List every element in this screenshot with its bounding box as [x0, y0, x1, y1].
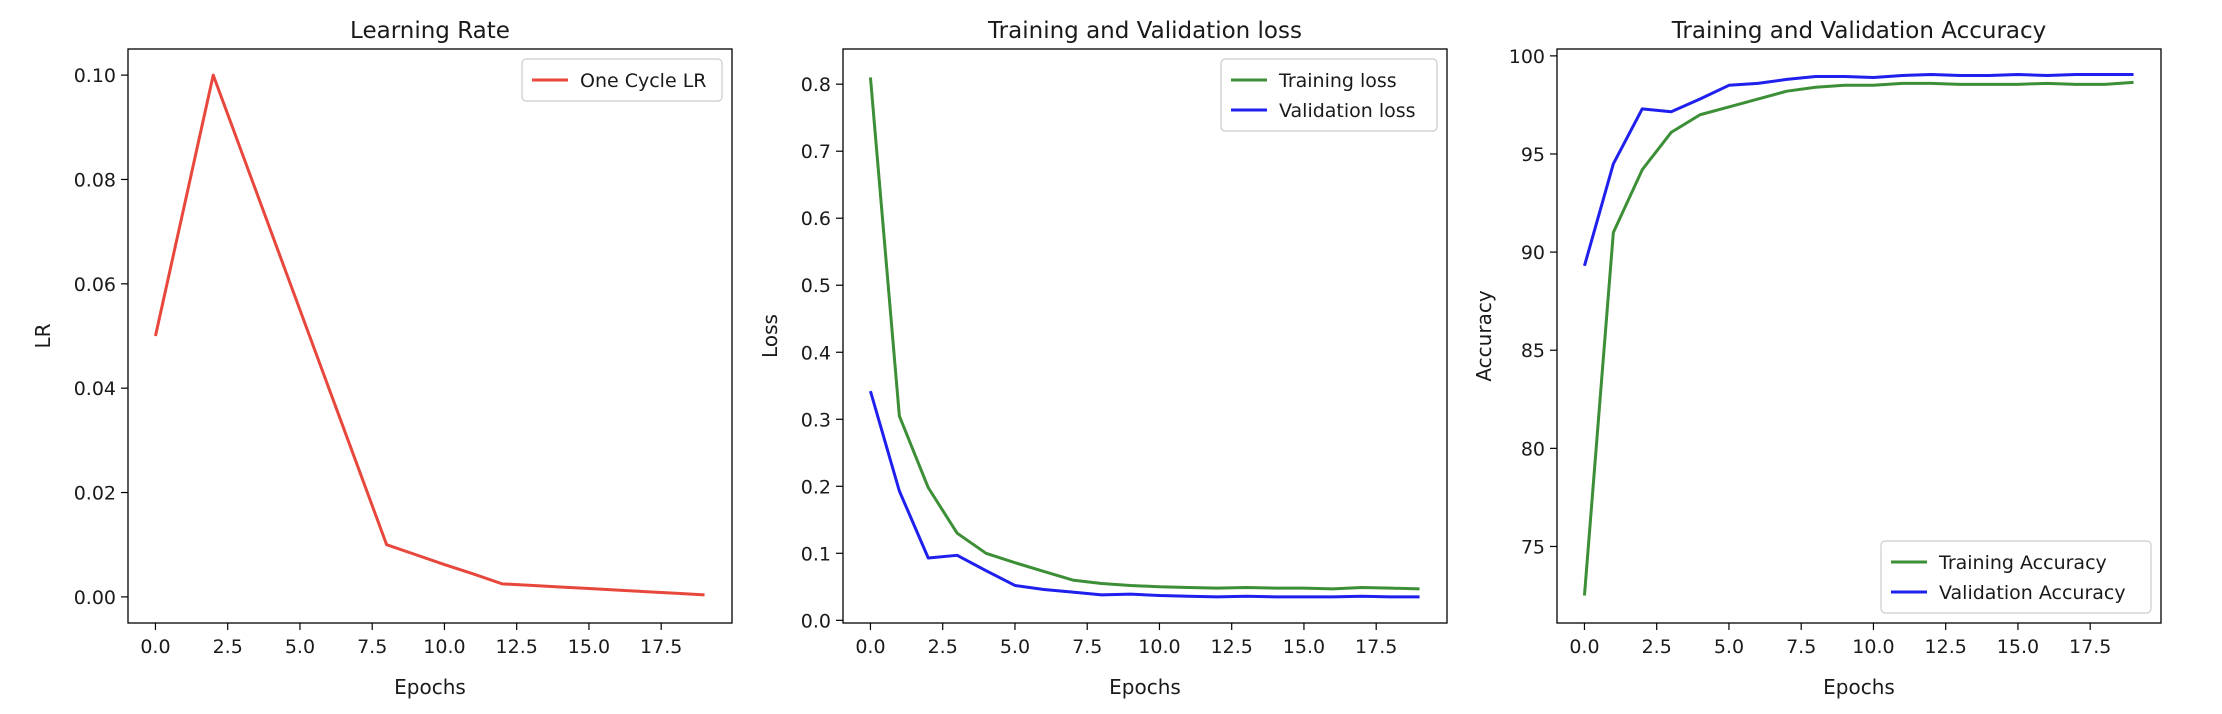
x-tick-label: 7.5: [357, 636, 387, 658]
x-tick-label: 2.5: [1642, 636, 1672, 658]
series-line-1: [868, 77, 1420, 591]
legend: Training loss Validation loss: [1220, 58, 1438, 132]
x-tick-label: 5.0: [1000, 636, 1030, 658]
legend: One Cycle LR: [521, 58, 723, 102]
y-tick-label: 100: [1509, 46, 1545, 68]
x-axis-label: Epochs: [1109, 675, 1181, 699]
legend-label: Training Accuracy: [1938, 552, 2107, 574]
y-tick-label: 85: [1521, 340, 1545, 362]
legend-label: Validation loss: [1279, 100, 1416, 122]
x-tick-label: 17.5: [2069, 636, 2111, 658]
series-line-1: [153, 73, 705, 597]
x-axis-label: Epochs: [394, 675, 466, 699]
y-tick-label: 95: [1521, 144, 1545, 166]
x-tick-label: 10.0: [423, 636, 465, 658]
y-tick-label: 0.00: [74, 587, 116, 609]
x-tick-label: 17.5: [1355, 636, 1397, 658]
series-line-1: [1582, 80, 2134, 596]
x-tick-label: 17.5: [640, 636, 682, 658]
x-tick-label: 12.5: [1211, 636, 1253, 658]
y-tick-label: 0.7: [801, 141, 831, 163]
chart-3: 0.0 2.5 5.0 7.5 10.0 12.5 15.0 17.5 75 80 85 90 95 10…: [1472, 18, 2162, 699]
x-tick-label: 5.0: [285, 636, 315, 658]
x-tick-label: 10.0: [1852, 636, 1894, 658]
x-tick-label: 7.5: [1786, 636, 1816, 658]
chart-title: Training and Validation Accuracy: [1671, 18, 2047, 44]
y-tick-label: 0.1: [801, 543, 831, 565]
x-tick-label: 2.5: [928, 636, 958, 658]
y-tick-label: 90: [1521, 242, 1545, 264]
x-tick-label: 0.0: [1569, 636, 1599, 658]
y-tick-label: 0.04: [74, 378, 116, 400]
x-axis-label: Epochs: [1823, 675, 1895, 699]
x-tick-label: 15.0: [1283, 636, 1325, 658]
y-tick-label: 0.08: [74, 169, 116, 191]
y-axis-label: LR: [31, 323, 55, 348]
y-tick-label: 0.5: [801, 275, 831, 297]
x-tick-label: 12.5: [496, 636, 538, 658]
chart-title: Training and Validation loss: [987, 18, 1302, 44]
chart-title: Learning Rate: [350, 18, 510, 44]
y-tick-label: 0.06: [74, 274, 116, 296]
plot-frame: [842, 48, 1448, 624]
y-tick-label: 0.8: [801, 74, 831, 96]
chart-2: 0.0 2.5 5.0 7.5 10.0 12.5 15.0 17.5 0.0 0.1 0.2 0.3…: [758, 18, 1448, 699]
y-tick-label: 0.02: [74, 483, 116, 505]
series-line-2: [1583, 73, 2134, 267]
x-tick-label: 15.0: [568, 636, 610, 658]
x-tick-label: 0.0: [855, 636, 885, 658]
x-tick-label: 0.0: [140, 636, 170, 658]
x-tick-label: 5.0: [1714, 636, 1744, 658]
y-tick-label: 0.6: [801, 208, 831, 230]
chart-1: 0.0 2.5 5.0 7.5 10.0 12.5 15.0 17.5 0.00 0.02 0.04…: [31, 18, 733, 699]
legend-label: Training loss: [1278, 70, 1397, 92]
x-tick-label: 12.5: [1925, 636, 1967, 658]
legend: Training Accuracy Validation Accuracy: [1880, 540, 2152, 614]
series-line-2: [869, 390, 1420, 599]
y-tick-label: 75: [1521, 536, 1545, 558]
y-axis-label: Accuracy: [1472, 290, 1496, 381]
legend-box: [1220, 58, 1438, 132]
y-tick-label: 0.3: [801, 409, 831, 431]
y-tick-label: 0.2: [801, 476, 831, 498]
y-tick-label: 0.4: [801, 342, 831, 364]
plot-frame: [127, 48, 733, 624]
x-tick-label: 2.5: [213, 636, 243, 658]
x-tick-label: 10.0: [1138, 636, 1180, 658]
legend-label: Validation Accuracy: [1939, 582, 2126, 604]
x-tick-label: 7.5: [1072, 636, 1102, 658]
legend-box: [521, 58, 723, 102]
y-axis-label: Loss: [758, 314, 782, 358]
y-tick-label: 80: [1521, 438, 1545, 460]
legend-label: One Cycle LR: [580, 70, 706, 92]
x-tick-label: 15.0: [1997, 636, 2039, 658]
legend-box: [1880, 540, 2152, 614]
y-tick-label: 0.0: [801, 610, 831, 632]
y-tick-label: 0.10: [74, 65, 116, 87]
plot-frame: [1556, 48, 2162, 624]
